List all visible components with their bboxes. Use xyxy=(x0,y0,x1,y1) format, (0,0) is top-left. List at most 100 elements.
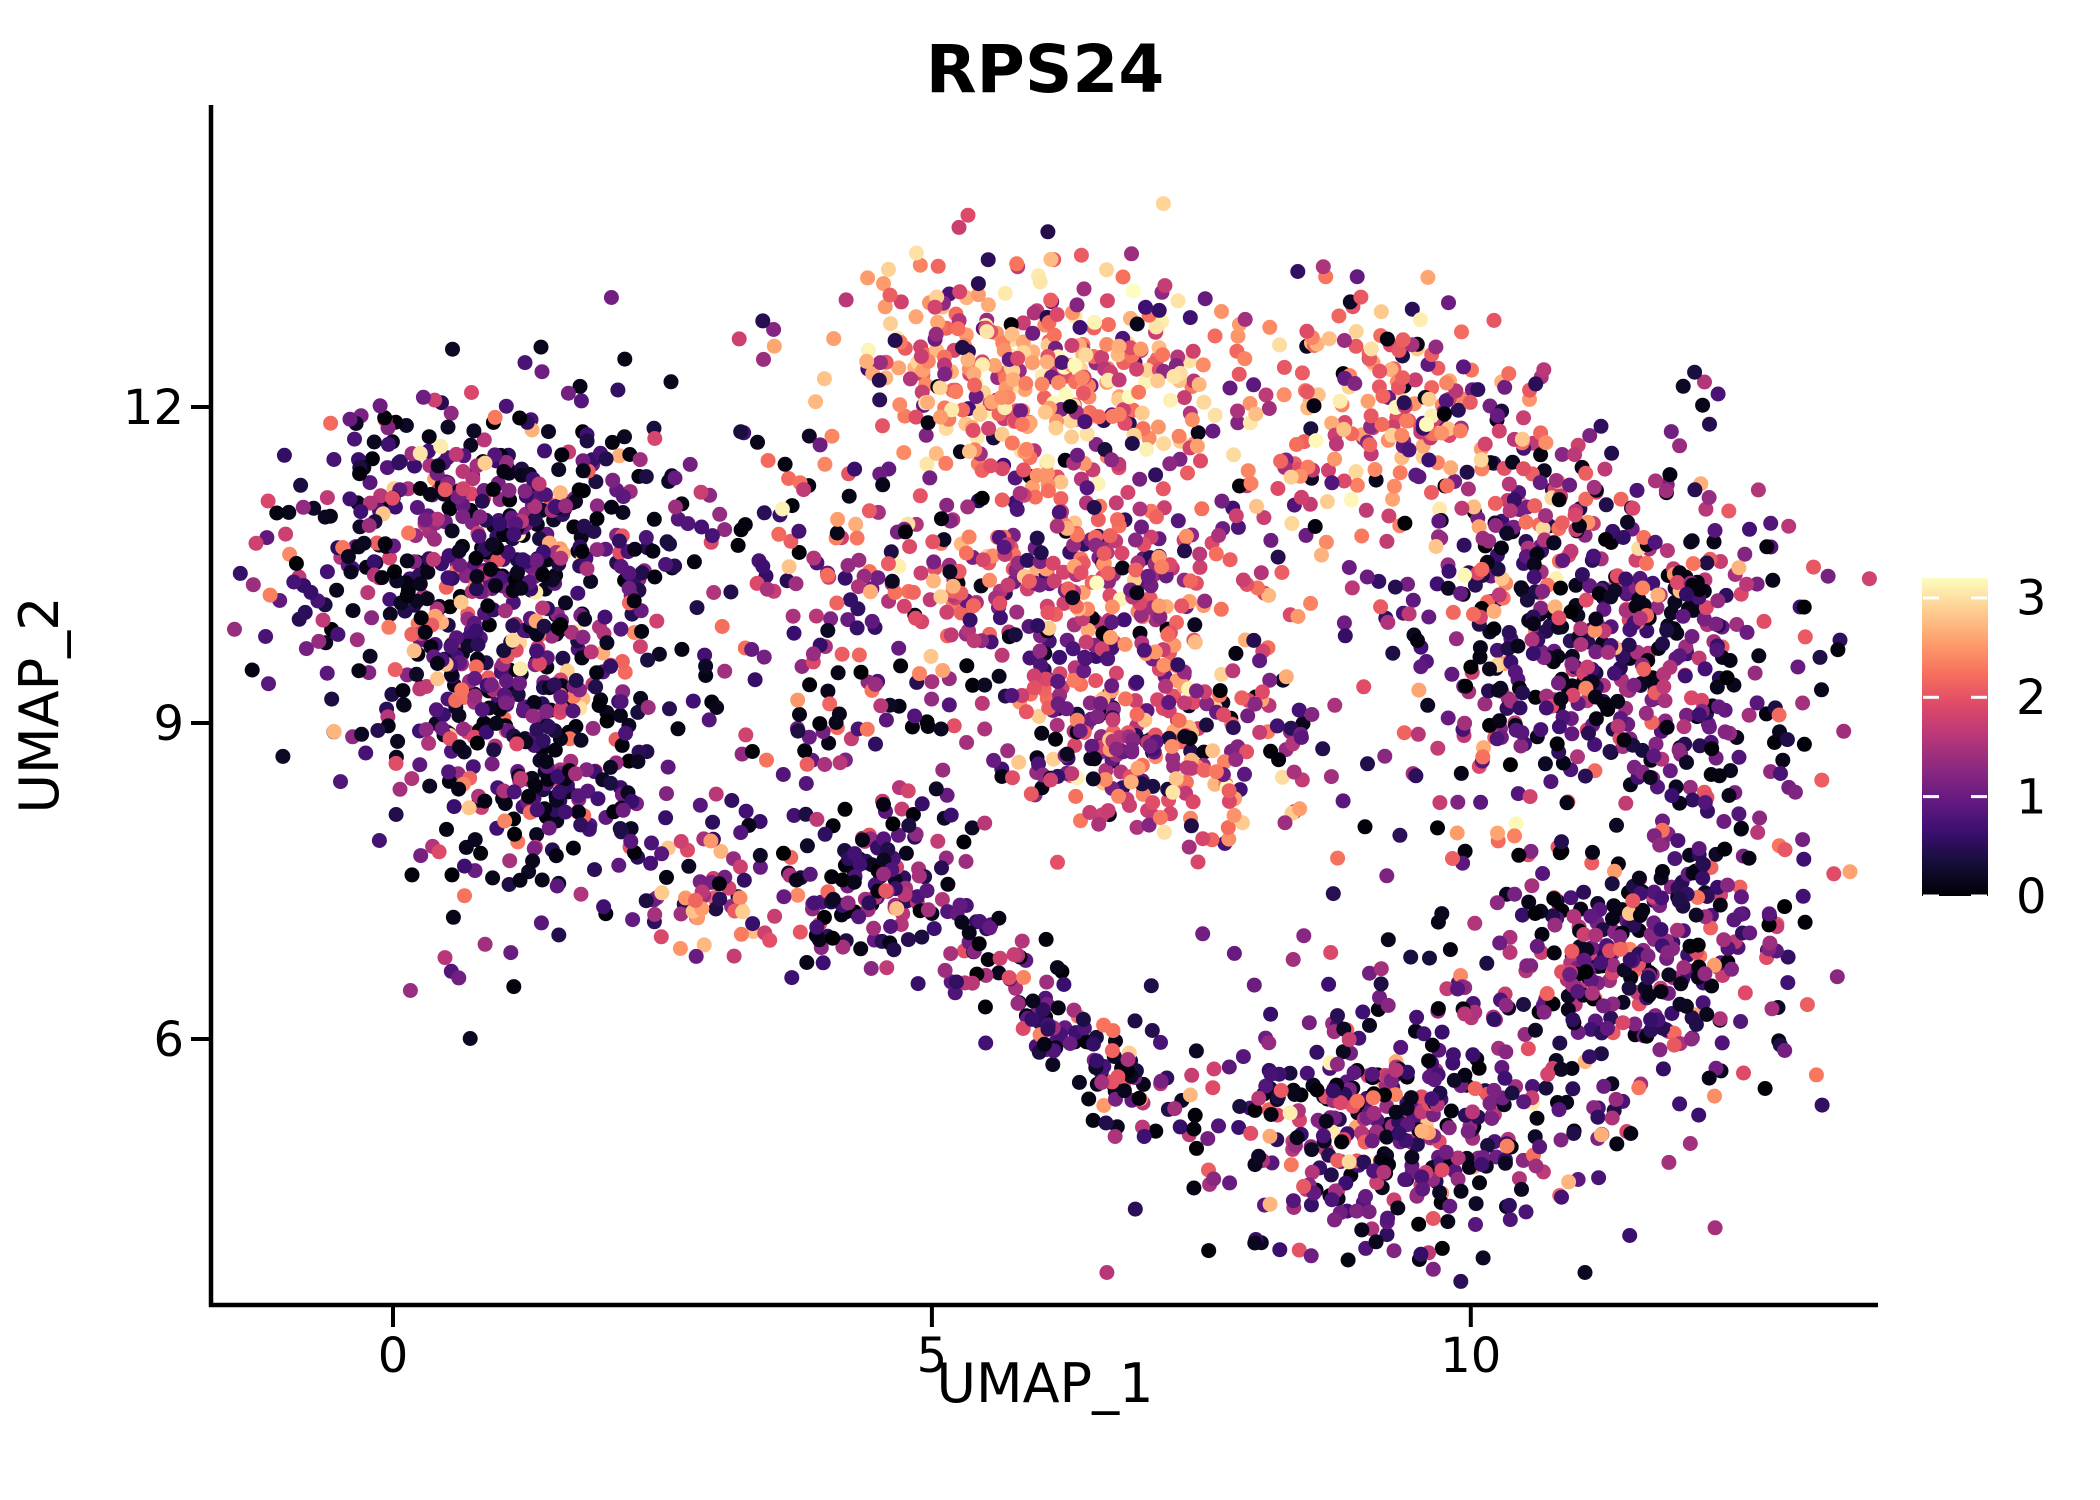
data-point xyxy=(1593,418,1609,434)
data-point xyxy=(1258,1078,1274,1094)
data-point xyxy=(1763,515,1779,531)
data-point xyxy=(446,799,462,815)
colorbar xyxy=(1922,578,1988,896)
data-point xyxy=(1653,984,1669,1000)
data-point xyxy=(824,428,840,444)
data-point xyxy=(1539,986,1555,1001)
data-point xyxy=(1172,1119,1188,1135)
data-point xyxy=(452,557,468,573)
data-point xyxy=(693,484,709,500)
data-point xyxy=(1199,696,1215,712)
data-point xyxy=(812,437,828,453)
data-point xyxy=(541,719,557,735)
data-point xyxy=(1001,970,1017,986)
data-point xyxy=(1775,752,1791,768)
data-point xyxy=(1116,1083,1132,1099)
data-point xyxy=(817,757,833,772)
data-point xyxy=(298,641,314,657)
data-point xyxy=(1722,653,1738,668)
data-point xyxy=(726,948,742,964)
data-point xyxy=(1296,928,1312,944)
data-point xyxy=(1699,1006,1715,1022)
data-point xyxy=(276,447,292,463)
data-point xyxy=(1553,580,1568,596)
data-point xyxy=(570,788,586,804)
data-point xyxy=(1434,1240,1450,1256)
data-point xyxy=(1570,984,1586,999)
data-point xyxy=(244,662,260,678)
data-point xyxy=(1656,666,1672,682)
data-point xyxy=(1604,876,1620,892)
data-point xyxy=(553,700,569,716)
data-point xyxy=(1676,960,1692,975)
data-point xyxy=(701,712,717,728)
data-point xyxy=(1276,359,1292,375)
data-point xyxy=(1171,713,1187,729)
data-point xyxy=(713,843,729,859)
data-point xyxy=(1787,784,1803,800)
data-point xyxy=(571,804,586,820)
data-point xyxy=(469,569,485,585)
data-point xyxy=(1136,1129,1152,1144)
data-point xyxy=(1687,364,1703,380)
data-point xyxy=(991,668,1007,684)
data-point xyxy=(1393,1039,1409,1055)
data-point xyxy=(1072,723,1088,739)
data-point xyxy=(1307,519,1323,534)
data-point xyxy=(1664,788,1680,804)
data-point xyxy=(1710,593,1726,609)
data-point xyxy=(1632,610,1648,626)
data-point xyxy=(897,408,913,424)
data-point xyxy=(960,207,976,223)
data-point xyxy=(1694,692,1710,708)
data-point xyxy=(575,629,591,645)
data-point xyxy=(696,937,712,953)
data-point xyxy=(487,447,503,463)
data-point xyxy=(1277,815,1293,831)
data-point xyxy=(1812,649,1828,665)
data-point xyxy=(632,452,648,468)
data-point xyxy=(1380,1210,1396,1226)
data-point xyxy=(1524,878,1540,894)
data-point xyxy=(1144,1023,1160,1038)
data-point xyxy=(261,676,276,692)
data-point xyxy=(1514,907,1530,923)
data-point xyxy=(1318,1113,1334,1129)
data-point xyxy=(1141,817,1157,833)
data-point xyxy=(1261,587,1277,603)
data-point xyxy=(667,470,683,486)
x-tick-label: 10 xyxy=(1440,1328,1501,1384)
data-point xyxy=(1099,1265,1115,1280)
data-point xyxy=(868,736,883,752)
data-point xyxy=(737,517,753,533)
data-point xyxy=(1211,1118,1226,1134)
data-point xyxy=(692,797,708,813)
data-point xyxy=(546,677,562,693)
data-point xyxy=(980,952,996,968)
data-point xyxy=(1050,1000,1066,1016)
data-point xyxy=(356,535,372,551)
data-point xyxy=(658,557,674,572)
data-point xyxy=(733,926,749,942)
data-point xyxy=(1607,665,1622,681)
data-point xyxy=(663,374,679,390)
data-point xyxy=(1391,1126,1407,1141)
data-point xyxy=(1529,1110,1545,1126)
data-point xyxy=(506,784,522,800)
data-point xyxy=(977,677,993,693)
data-point xyxy=(1039,453,1055,469)
data-point xyxy=(614,737,630,753)
data-point xyxy=(232,565,248,581)
data-point xyxy=(1328,436,1344,452)
data-point xyxy=(443,405,459,421)
data-point xyxy=(1046,573,1062,589)
data-point xyxy=(799,756,815,772)
data-point xyxy=(1679,754,1694,770)
data-point xyxy=(598,451,614,467)
data-point xyxy=(1089,1053,1105,1069)
data-point xyxy=(1395,332,1411,348)
data-point xyxy=(1563,604,1579,620)
data-point xyxy=(884,573,900,589)
data-point xyxy=(506,979,522,995)
data-point xyxy=(798,776,814,791)
